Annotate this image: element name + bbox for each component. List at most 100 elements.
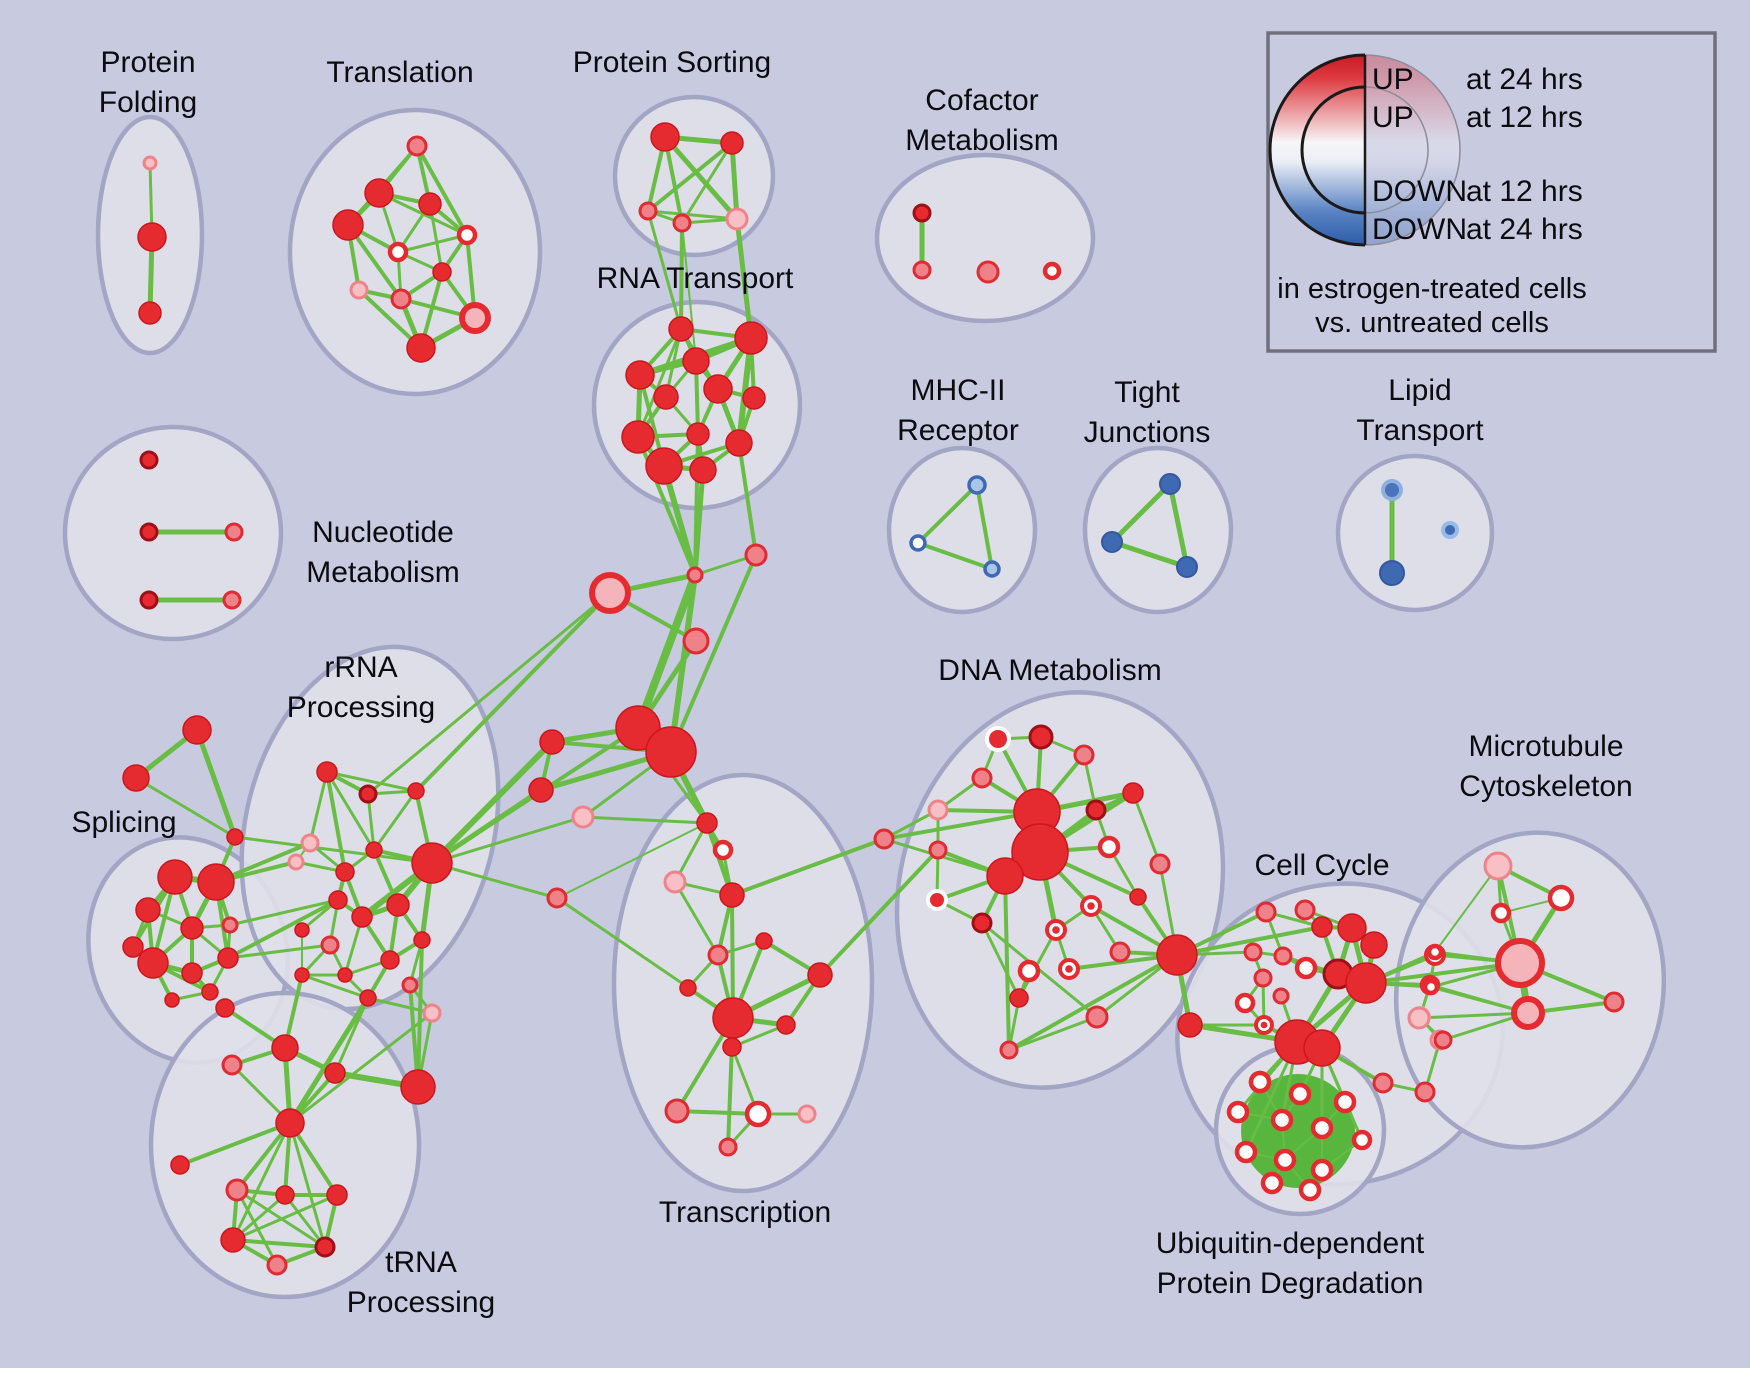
node-tl6 bbox=[432, 262, 452, 282]
node-mt6 bbox=[1511, 996, 1545, 1030]
node-tj2 bbox=[1176, 556, 1198, 578]
edge-tj1-tj2 bbox=[1109, 539, 1190, 570]
node-ub0 bbox=[1248, 1070, 1272, 1094]
legend-dir-3: DOWN bbox=[1372, 213, 1467, 246]
edge-dn5-dn13 bbox=[1131, 791, 1162, 866]
node-tx14 bbox=[718, 1137, 738, 1157]
node-tl9 bbox=[459, 302, 491, 334]
edge-tx6-dn11 bbox=[818, 848, 940, 977]
cluster-label-tight-junctions: Tight Junctions bbox=[1084, 376, 1211, 449]
node-dn6 bbox=[1085, 799, 1107, 821]
node-nm0 bbox=[139, 450, 159, 470]
node-rt9 bbox=[725, 429, 753, 457]
edge-ps3-rt0 bbox=[679, 221, 684, 331]
edge-rr17-tr3 bbox=[333, 996, 370, 1075]
node-dn22 bbox=[1156, 934, 1198, 976]
node-sp6 bbox=[137, 947, 169, 979]
node-ub4 bbox=[1270, 1108, 1294, 1132]
node-ps2 bbox=[638, 201, 658, 221]
edge-cc9-mt5 bbox=[1364, 961, 1522, 985]
node-rr6 bbox=[365, 841, 383, 859]
node-cf2 bbox=[976, 260, 1000, 284]
legend-outer-ring-left bbox=[1268, 53, 1366, 247]
edge-ot1-ot2 bbox=[134, 776, 237, 839]
node-lp0 bbox=[1381, 479, 1403, 501]
node-cc13-center-dot bbox=[1260, 1021, 1268, 1029]
node-rt1 bbox=[734, 321, 768, 355]
edge-ps2-rt0 bbox=[646, 209, 683, 331]
node-rr19 bbox=[422, 1003, 442, 1023]
edge-tj0-tj1 bbox=[1109, 481, 1173, 545]
node-dn3 bbox=[971, 767, 993, 789]
edge-rt10-cn0 bbox=[661, 463, 698, 578]
cluster-label-cofactor: Cofactor Metabolism bbox=[905, 84, 1058, 157]
node-ps0 bbox=[650, 122, 680, 152]
node-cc22 bbox=[1372, 1072, 1394, 1094]
node-cc12 bbox=[1272, 987, 1290, 1005]
legend-time-2: at 12 hrs bbox=[1466, 175, 1583, 208]
edge-rt9-cn1 bbox=[737, 441, 758, 557]
node-rt11 bbox=[689, 456, 717, 484]
edge-tr8-tr11 bbox=[283, 1193, 327, 1249]
node-rr0 bbox=[316, 761, 338, 783]
edge-cr3-tx0 bbox=[556, 822, 708, 899]
node-ub7 bbox=[1234, 1140, 1258, 1164]
node-rt6 bbox=[742, 386, 766, 410]
node-dn24 bbox=[999, 1040, 1019, 1060]
edge-mt0-mt3 bbox=[1434, 865, 1499, 953]
node-tl5 bbox=[387, 241, 409, 263]
edge-ps1-ps4 bbox=[729, 140, 740, 222]
node-rr16 bbox=[294, 967, 310, 983]
node-rr17 bbox=[359, 989, 377, 1007]
node-ub1 bbox=[1288, 1082, 1312, 1106]
node-rr3 bbox=[300, 833, 320, 853]
edge-mh1-mh2 bbox=[916, 541, 994, 571]
cluster-label-trna-processing: tRNA Processing bbox=[347, 1246, 495, 1319]
node-rr7 bbox=[411, 842, 453, 884]
legend-dir-1: UP bbox=[1372, 101, 1414, 134]
node-tl7 bbox=[349, 280, 369, 300]
edge-rr7-cr3 bbox=[430, 861, 559, 900]
cluster-label-dna-metabolism: DNA Metabolism bbox=[938, 654, 1161, 687]
node-tr8 bbox=[275, 1185, 295, 1205]
node-cr1 bbox=[528, 777, 554, 803]
node-mt0 bbox=[1483, 851, 1513, 881]
node-cc1 bbox=[1294, 899, 1316, 921]
node-tr1 bbox=[271, 1034, 299, 1062]
edge-rr2-cn2 bbox=[414, 591, 612, 793]
edge-ot0-ot2 bbox=[194, 727, 238, 840]
node-sp2 bbox=[135, 897, 161, 923]
edge-ps0-ps4 bbox=[662, 134, 740, 222]
node-rr10 bbox=[386, 893, 410, 917]
node-nm3 bbox=[139, 590, 159, 610]
node-dn16 bbox=[971, 912, 993, 934]
legend-footer-line-2: vs. untreated cells bbox=[1315, 307, 1549, 339]
edge-tx11-tx12 bbox=[675, 1109, 760, 1116]
cluster-label-nucleotide: Nucleotide Metabolism bbox=[306, 516, 459, 589]
cluster-label-protein-sorting: Protein Sorting bbox=[573, 46, 771, 79]
node-ps1 bbox=[720, 131, 744, 155]
node-tr0 bbox=[215, 998, 235, 1018]
node-nm4 bbox=[222, 590, 242, 610]
edge-rr0-rr6 bbox=[325, 770, 376, 852]
cluster-label-protein-folding: Protein Folding bbox=[99, 46, 197, 119]
node-ps4 bbox=[725, 207, 749, 231]
node-mt4 bbox=[1422, 978, 1440, 996]
node-tr11 bbox=[314, 1236, 336, 1258]
node-cc10 bbox=[1253, 968, 1273, 988]
node-rr12 bbox=[294, 922, 310, 938]
node-tx12 bbox=[744, 1100, 772, 1128]
node-rr11 bbox=[320, 935, 340, 955]
node-mt8 bbox=[1407, 1006, 1431, 1030]
node-mt7 bbox=[1603, 991, 1625, 1013]
edge-dn10-dn7 bbox=[882, 810, 1039, 841]
node-tx6 bbox=[807, 962, 833, 988]
node-dn23 bbox=[1009, 988, 1029, 1008]
node-sp9 bbox=[201, 983, 219, 1001]
node-mt5 bbox=[1495, 938, 1545, 988]
node-rt0 bbox=[668, 316, 694, 342]
legend-outer-ring-right bbox=[1364, 54, 1461, 246]
node-rr1 bbox=[358, 784, 378, 804]
node-tl0 bbox=[406, 135, 428, 157]
node-tr5 bbox=[275, 1108, 305, 1138]
